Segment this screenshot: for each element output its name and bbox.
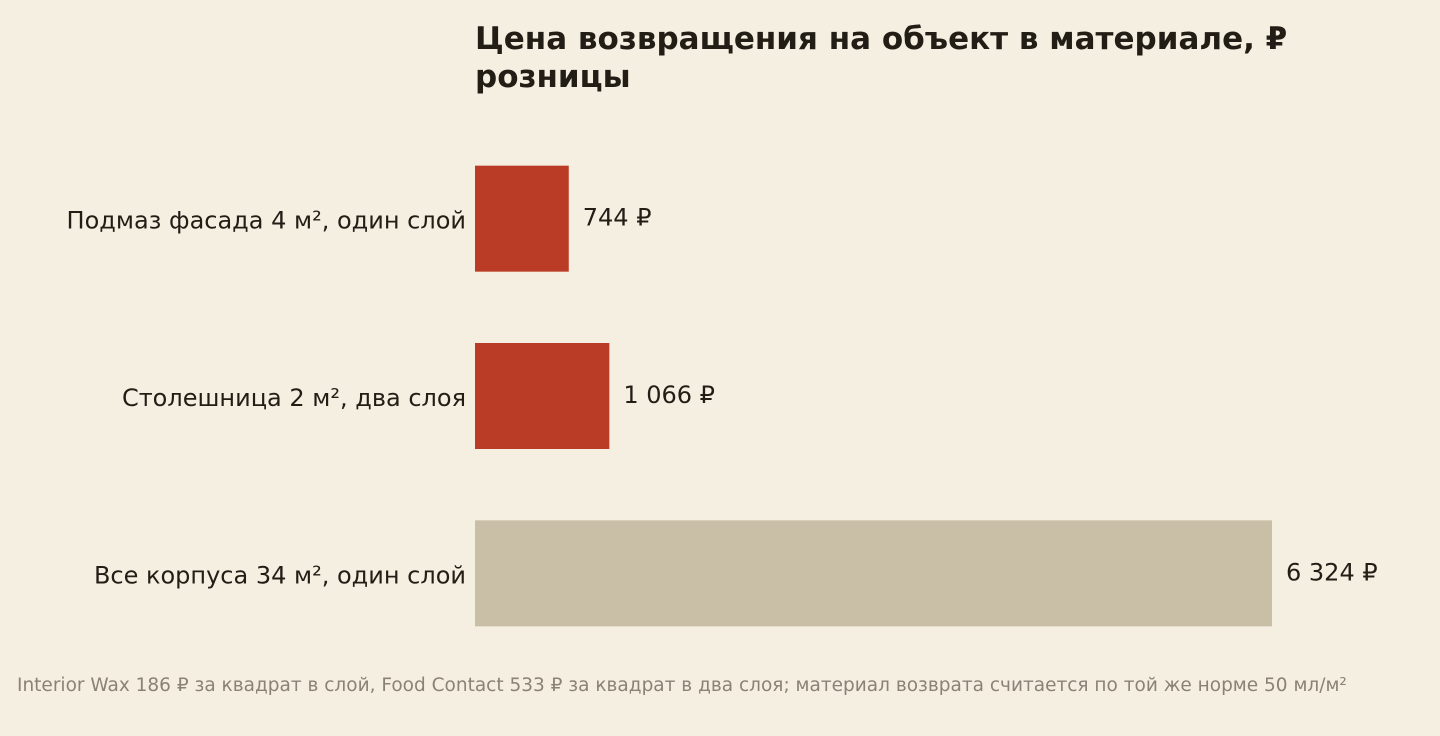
category-label: Все корпуса 34 м², один слой (94, 561, 466, 589)
value-label: 744 ₽ (583, 204, 652, 232)
chart-title: Цена возвращения на объект в материале, … (475, 21, 1288, 95)
bar (475, 165, 569, 272)
footnote: Interior Wax 186 ₽ за квадрат в слой, Fo… (17, 675, 1347, 696)
category-label: Подмаз фасада 4 м², один слой (67, 207, 466, 235)
category-label: Столешница 2 м², два слоя (122, 384, 466, 412)
value-label: 1 066 ₽ (623, 381, 715, 409)
bar (475, 520, 1272, 627)
value-label: 6 324 ₽ (1286, 558, 1378, 586)
bar (475, 343, 610, 449)
